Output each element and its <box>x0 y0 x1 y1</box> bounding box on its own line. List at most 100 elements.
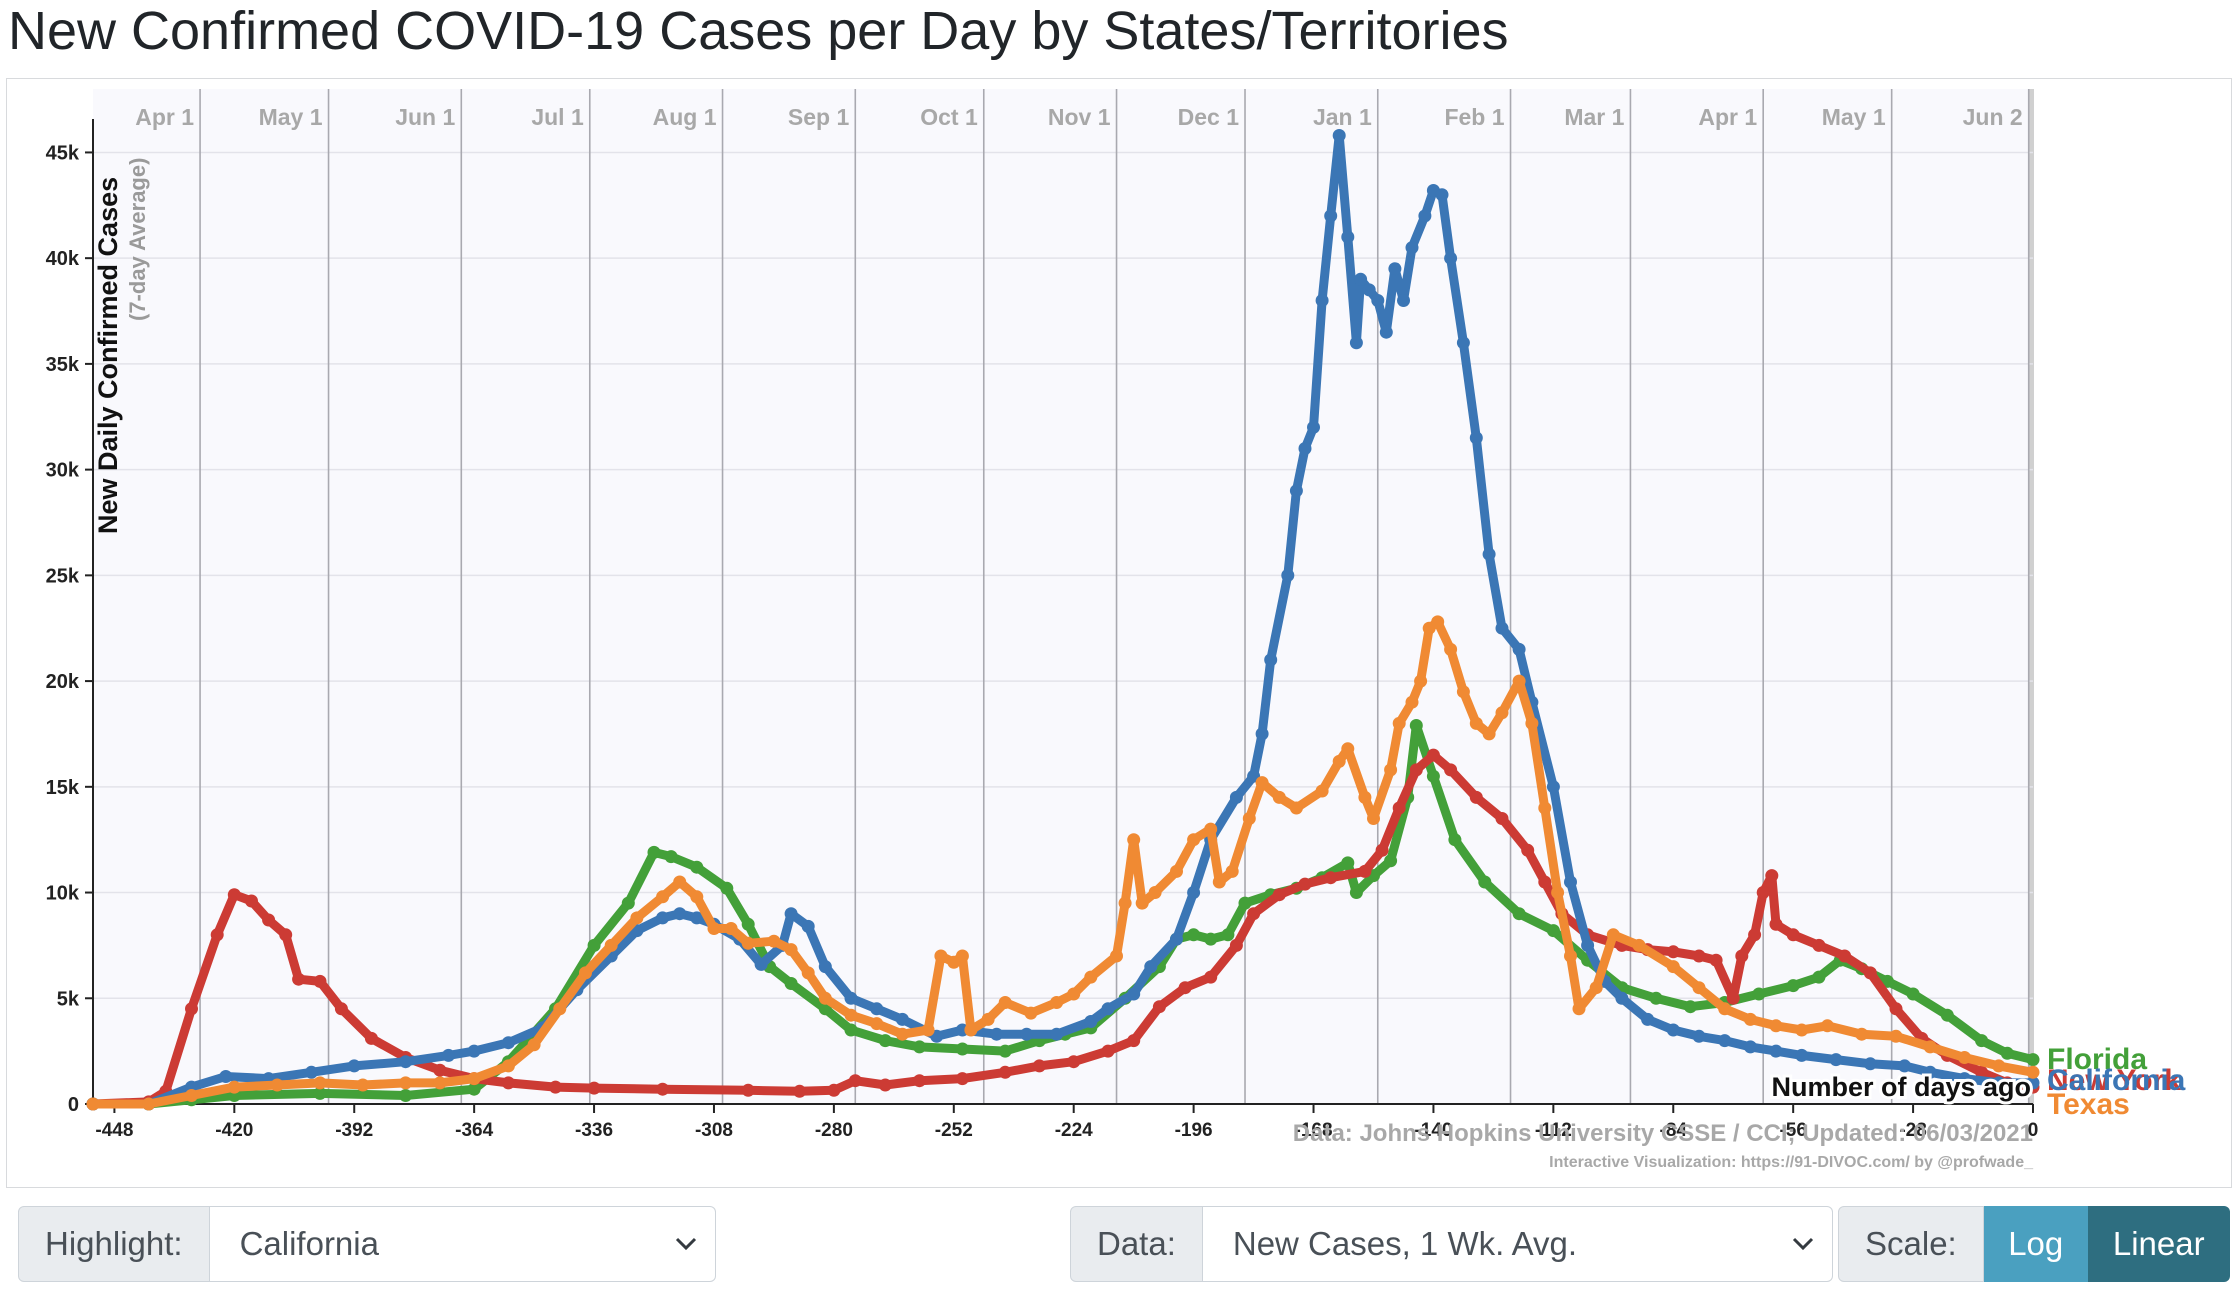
data-point <box>1756 886 1770 899</box>
data-point <box>1272 888 1286 902</box>
data-point <box>1170 932 1183 946</box>
data-point <box>844 1008 858 1022</box>
data-point <box>1632 938 1646 952</box>
x-tick-label: -168 <box>1295 1120 1333 1141</box>
data-point <box>656 1082 670 1096</box>
x-tick-label: -252 <box>935 1120 973 1141</box>
data-select[interactable]: New Cases, 1 Wk. Avg. <box>1202 1206 1833 1282</box>
data-point <box>1992 1059 2006 1073</box>
data-point <box>1889 1029 1903 1043</box>
data-point <box>1255 776 1269 790</box>
data-point <box>1127 987 1141 1001</box>
data-point <box>955 1072 969 1086</box>
data-point <box>1692 1029 1706 1043</box>
data-point <box>1020 1027 1034 1041</box>
data-point <box>690 890 704 904</box>
data-point <box>1735 949 1749 963</box>
data-point <box>827 1083 841 1097</box>
y-axis-label: New Daily Confirmed Cases <box>93 177 123 534</box>
data-point <box>998 1065 1012 1079</box>
data-point <box>1332 754 1346 768</box>
data-point <box>1409 719 1423 732</box>
data-point <box>1525 716 1539 730</box>
data-point <box>1546 780 1560 794</box>
data-point <box>990 1027 1004 1041</box>
x-tick-label: -84 <box>1660 1120 1688 1141</box>
data-point <box>1975 1034 1989 1048</box>
data-point <box>955 1042 969 1056</box>
scale-linear-button[interactable]: Linear <box>2087 1206 2230 1282</box>
data-control: Data: New Cases, 1 Wk. Avg. <box>1070 1206 1833 1282</box>
data-point <box>1765 869 1779 883</box>
data-point <box>1666 1023 1680 1037</box>
data-point <box>1615 991 1629 1005</box>
data-point <box>1358 790 1372 804</box>
month-label: Nov 1 <box>1048 104 1111 130</box>
data-point <box>1178 981 1192 995</box>
data-point <box>210 928 224 942</box>
y-tick-label: 40k <box>46 248 80 270</box>
data-point <box>1084 1015 1098 1028</box>
data-point <box>501 1036 515 1050</box>
data-point <box>501 1059 515 1073</box>
data-point <box>1426 748 1440 762</box>
data-point <box>1341 742 1355 756</box>
data-point <box>1448 833 1462 847</box>
data-point <box>1225 864 1239 878</box>
highlight-select[interactable]: California <box>209 1206 716 1282</box>
data-point <box>1795 1023 1809 1037</box>
scale-log-button[interactable]: Log <box>1983 1206 2088 1282</box>
data-point <box>1538 875 1552 889</box>
data-point <box>1221 928 1235 942</box>
data-point <box>998 1044 1012 1058</box>
data-point <box>878 1078 892 1092</box>
data-point <box>1229 790 1243 804</box>
data-point <box>527 1038 541 1052</box>
data-point <box>621 896 635 910</box>
data-point <box>1354 272 1368 286</box>
data-point <box>1478 875 1492 889</box>
data-point <box>1469 790 1483 804</box>
data-point <box>1863 966 1877 980</box>
data-point <box>673 875 687 889</box>
data-point <box>656 890 670 904</box>
data-point <box>587 1081 601 1095</box>
data-point <box>1405 695 1419 709</box>
data-point <box>1898 1059 1911 1073</box>
data-point <box>1362 283 1376 297</box>
data-point <box>313 974 327 988</box>
month-label: Jun 2 <box>1963 104 2023 130</box>
month-label: Dec 1 <box>1178 104 1240 130</box>
data-point <box>553 1002 567 1016</box>
data-point <box>1812 938 1826 952</box>
data-point <box>784 977 798 990</box>
data-point <box>1786 979 1800 993</box>
data-point <box>2026 1076 2040 1090</box>
data-point <box>818 960 832 974</box>
data-point <box>673 907 687 921</box>
data-value: New Cases, 1 Wk. Avg. <box>1232 1225 1578 1262</box>
month-label: Mar 1 <box>1564 104 1624 130</box>
y-tick-label: 10k <box>46 883 80 905</box>
data-point <box>2000 1046 2014 1060</box>
data-point <box>1187 833 1201 847</box>
data-point <box>399 1089 413 1102</box>
data-point <box>1204 822 1218 836</box>
data-point <box>913 1074 926 1088</box>
data-point <box>185 1089 198 1102</box>
data-point <box>347 1059 361 1073</box>
chart-panel: 0 5k 10k 15k 20k 25k 30k 35k 40k 45k Apr 1 May 1 Jun… <box>6 78 2232 1188</box>
data-point <box>1367 812 1380 825</box>
data-point <box>1743 1040 1757 1054</box>
data-point <box>1718 1034 1732 1048</box>
data-point <box>1958 1072 1971 1086</box>
data-point <box>1212 875 1226 889</box>
month-label: Jun 1 <box>395 104 455 130</box>
y-tick-label: 15k <box>46 777 80 799</box>
data-point <box>1255 727 1269 741</box>
highlight-label: Highlight: <box>18 1206 210 1282</box>
data-point <box>1940 1008 1954 1022</box>
data-point <box>656 911 670 925</box>
data-point <box>1418 209 1432 223</box>
data-point <box>1838 949 1852 963</box>
